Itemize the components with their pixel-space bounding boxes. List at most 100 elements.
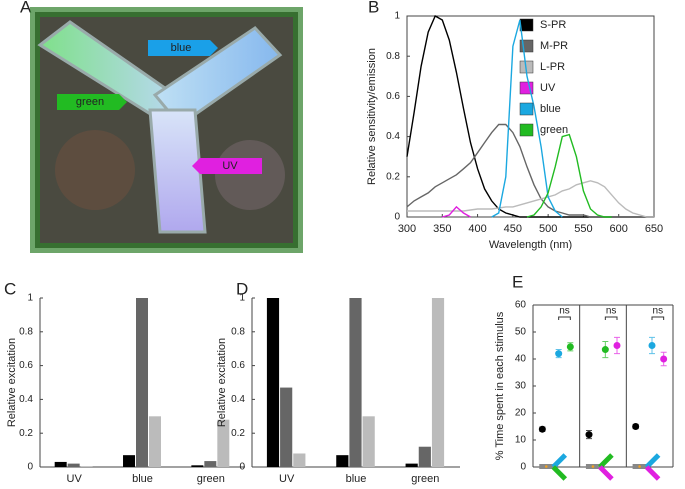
photo-label: UV — [222, 160, 238, 172]
bar — [405, 463, 418, 467]
photo — [30, 7, 303, 253]
x-tick-label: 550 — [574, 223, 592, 235]
y-tick-label: 0 — [239, 462, 245, 473]
y-tick-label: 1 — [239, 293, 245, 304]
x-tick-label: 500 — [539, 223, 557, 235]
sig-label: ns — [653, 306, 664, 317]
y-tick-label: 0.6 — [19, 360, 33, 371]
arena-icon — [591, 465, 595, 468]
data-point — [632, 423, 640, 430]
arena-icon — [638, 465, 641, 468]
x-tick-label: green — [411, 473, 439, 485]
y-tick-label: 50 — [515, 327, 527, 338]
series-line — [491, 19, 563, 218]
legend-swatch — [519, 18, 534, 32]
sig-bracket — [558, 316, 571, 320]
sig-label: ns — [559, 306, 570, 317]
y-tick-label: 0 — [394, 212, 400, 223]
y-axis-label: Relative excitation — [216, 338, 228, 427]
x-tick-label: 350 — [433, 223, 451, 235]
x-tick-label: blue — [346, 473, 367, 485]
y-tick-label: 0.6 — [386, 91, 400, 102]
arena-icon — [644, 465, 661, 481]
bar — [217, 419, 230, 467]
y-tick-label: 0.4 — [231, 394, 245, 405]
bar — [362, 416, 375, 467]
bar — [204, 461, 217, 467]
panel-letter: D — [236, 279, 248, 298]
panel-letter: E — [512, 272, 523, 291]
x-tick-label: 650 — [645, 223, 663, 235]
data-point — [613, 342, 621, 349]
y-tick-label: 10 — [515, 435, 527, 446]
legend-label: S-PR — [540, 19, 566, 31]
y-tick-label: 0.2 — [231, 428, 245, 439]
y-tick-label: 1 — [27, 293, 33, 304]
arena-icon — [598, 453, 614, 469]
y-tick-label: 0.4 — [386, 131, 400, 142]
legend-swatch — [519, 123, 534, 137]
legend-label: blue — [540, 103, 561, 115]
y-axis-label: % Time spent in each stimulus — [494, 311, 506, 460]
y-tick-label: 0.6 — [231, 360, 245, 371]
bar — [148, 416, 161, 467]
bar — [80, 466, 93, 467]
arena-icon — [551, 465, 568, 481]
bar — [336, 455, 349, 467]
y-tick-label: 40 — [515, 354, 527, 365]
legend-label: L-PR — [540, 61, 565, 73]
series-line — [406, 123, 654, 218]
y-tick-label: 0.2 — [19, 428, 33, 439]
data-point — [555, 350, 563, 358]
series-line — [526, 133, 612, 218]
y-axis-label: Relative excitation — [6, 338, 18, 427]
photo-label: blue — [171, 42, 192, 54]
y-tick-label: 0.2 — [386, 171, 400, 182]
x-tick-label: 300 — [398, 223, 416, 235]
y-axis-label: Relative sensitivity/emission — [366, 48, 378, 185]
x-tick-label: UV — [67, 473, 83, 485]
data-point — [648, 342, 656, 349]
bar — [418, 446, 431, 467]
bar — [123, 455, 136, 467]
bar — [349, 298, 362, 467]
y-tick-label: 30 — [515, 381, 527, 392]
x-tick-label: 600 — [610, 223, 628, 235]
bar — [280, 387, 293, 467]
x-tick-label: 450 — [504, 223, 522, 235]
sig-label: ns — [606, 306, 617, 317]
data-point — [538, 425, 546, 433]
sig-bracket — [651, 316, 665, 320]
data-point — [585, 431, 593, 439]
x-tick-label: green — [197, 473, 225, 485]
data-point — [601, 346, 609, 354]
x-tick-label: blue — [132, 473, 153, 485]
y-tick-label: 60 — [515, 300, 527, 311]
bar — [67, 463, 80, 467]
series-line — [442, 205, 471, 218]
legend-label: green — [540, 124, 568, 136]
data-point — [660, 355, 668, 363]
bar — [431, 298, 445, 467]
photo-label: green — [76, 96, 104, 108]
bar — [136, 298, 148, 467]
x-axis-label: Wavelength (nm) — [489, 239, 572, 251]
y-tick-label: 1 — [394, 11, 400, 22]
y-tick-label: 0.8 — [231, 326, 245, 337]
legend-swatch — [519, 102, 534, 116]
bar — [191, 465, 204, 467]
panel-letter: C — [4, 279, 16, 298]
x-tick-label: UV — [279, 473, 295, 485]
arena-icon — [598, 465, 614, 481]
arena-icon — [544, 465, 548, 468]
legend-label: M-PR — [540, 40, 568, 52]
bar — [266, 298, 280, 467]
series-line — [407, 180, 654, 218]
y-tick-label: 0.4 — [19, 394, 33, 405]
panel-letter: A — [20, 0, 32, 16]
y-tick-label: 0 — [520, 462, 526, 473]
bar — [293, 453, 306, 467]
data-point — [566, 343, 574, 351]
legend-label: UV — [540, 82, 556, 94]
